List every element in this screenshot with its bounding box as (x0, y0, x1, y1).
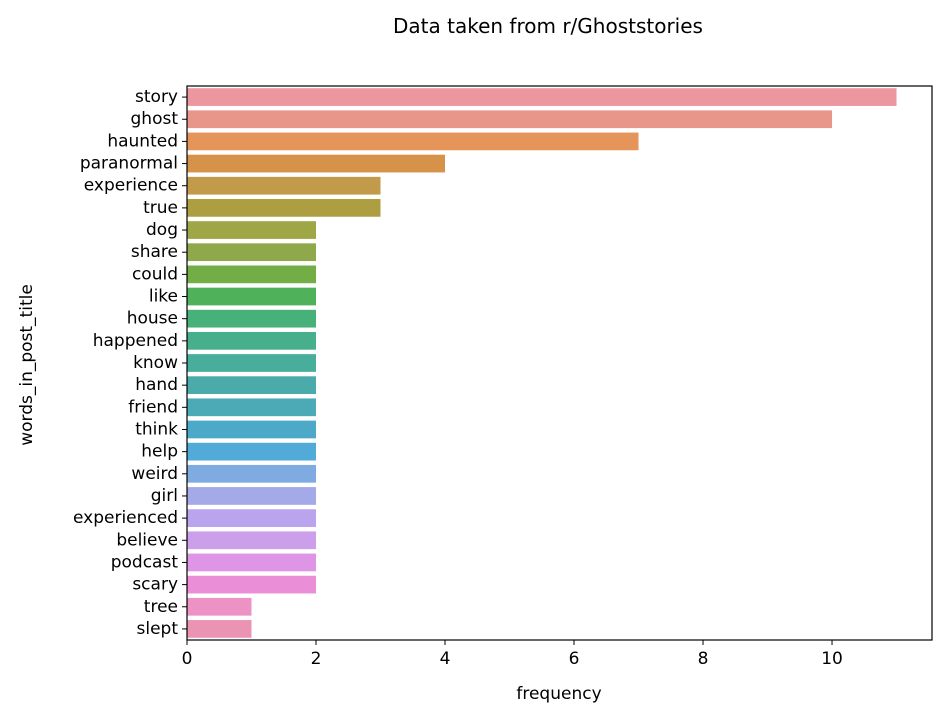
y-tick-label: ghost (131, 109, 179, 129)
y-tick-label: share (131, 242, 178, 262)
y-tick-label: like (149, 287, 178, 307)
bar-weird (187, 464, 317, 483)
bar-know (187, 354, 317, 372)
bar-could (187, 265, 317, 284)
bar-girl (187, 487, 317, 505)
bar-ghost (187, 110, 833, 129)
bar-scary (187, 575, 317, 594)
y-tick-label: dog (146, 220, 178, 240)
bar-story (187, 88, 897, 106)
bar-true (187, 199, 381, 217)
chart-title: Data taken from r/Ghoststories (393, 14, 703, 38)
x-tick-label: 0 (182, 649, 193, 669)
bar-help (187, 442, 317, 461)
y-tick-label: podcast (111, 552, 179, 572)
y-tick-label: think (135, 419, 178, 439)
y-axis-label: words_in_post_title (17, 284, 37, 446)
y-tick-label: believe (116, 530, 178, 550)
bar-slept (187, 620, 252, 638)
y-tick-label: slept (137, 619, 179, 639)
bar-paranormal (187, 154, 446, 173)
bar-friend (187, 398, 317, 417)
bar-happened (187, 331, 317, 350)
bar-podcast (187, 553, 317, 572)
bar-house (187, 309, 317, 328)
bar-haunted (187, 132, 639, 151)
x-axis-ticks: 0 2 4 6 8 10 (182, 640, 843, 669)
bar-share (187, 243, 317, 262)
bar-think (187, 420, 317, 439)
x-tick-label: 10 (821, 649, 843, 669)
y-tick-label: help (141, 442, 178, 462)
x-axis-label: frequency (516, 684, 601, 704)
y-tick-label: scary (132, 575, 178, 595)
bar-dog (187, 221, 317, 239)
y-tick-label: weird (131, 464, 178, 484)
y-tick-label: friend (128, 397, 178, 417)
y-tick-label: paranormal (80, 154, 178, 174)
y-tick-label: could (132, 264, 178, 284)
y-tick-label: tree (144, 597, 178, 617)
y-tick-label: happened (93, 331, 178, 351)
y-tick-label: story (135, 87, 178, 107)
bars-group (187, 88, 897, 638)
bar-tree (187, 597, 252, 616)
bar-like (187, 287, 317, 306)
y-tick-label: haunted (107, 131, 178, 151)
bar-experience (187, 176, 381, 195)
x-tick-label: 6 (569, 649, 580, 669)
y-tick-label: true (143, 198, 178, 218)
y-tick-label: hand (135, 375, 178, 395)
bar-hand (187, 376, 317, 395)
x-tick-label: 4 (440, 649, 451, 669)
plot-frame (186, 85, 933, 641)
y-tick-label: girl (151, 486, 178, 506)
y-tick-label: know (133, 353, 178, 373)
y-tick-label: house (127, 309, 178, 329)
bar-believe (187, 531, 317, 550)
y-tick-label: experience (84, 176, 178, 196)
y-tick-label: experienced (73, 508, 178, 528)
x-tick-label: 8 (698, 649, 709, 669)
bar-experienced (187, 509, 317, 527)
x-tick-label: 2 (311, 649, 322, 669)
